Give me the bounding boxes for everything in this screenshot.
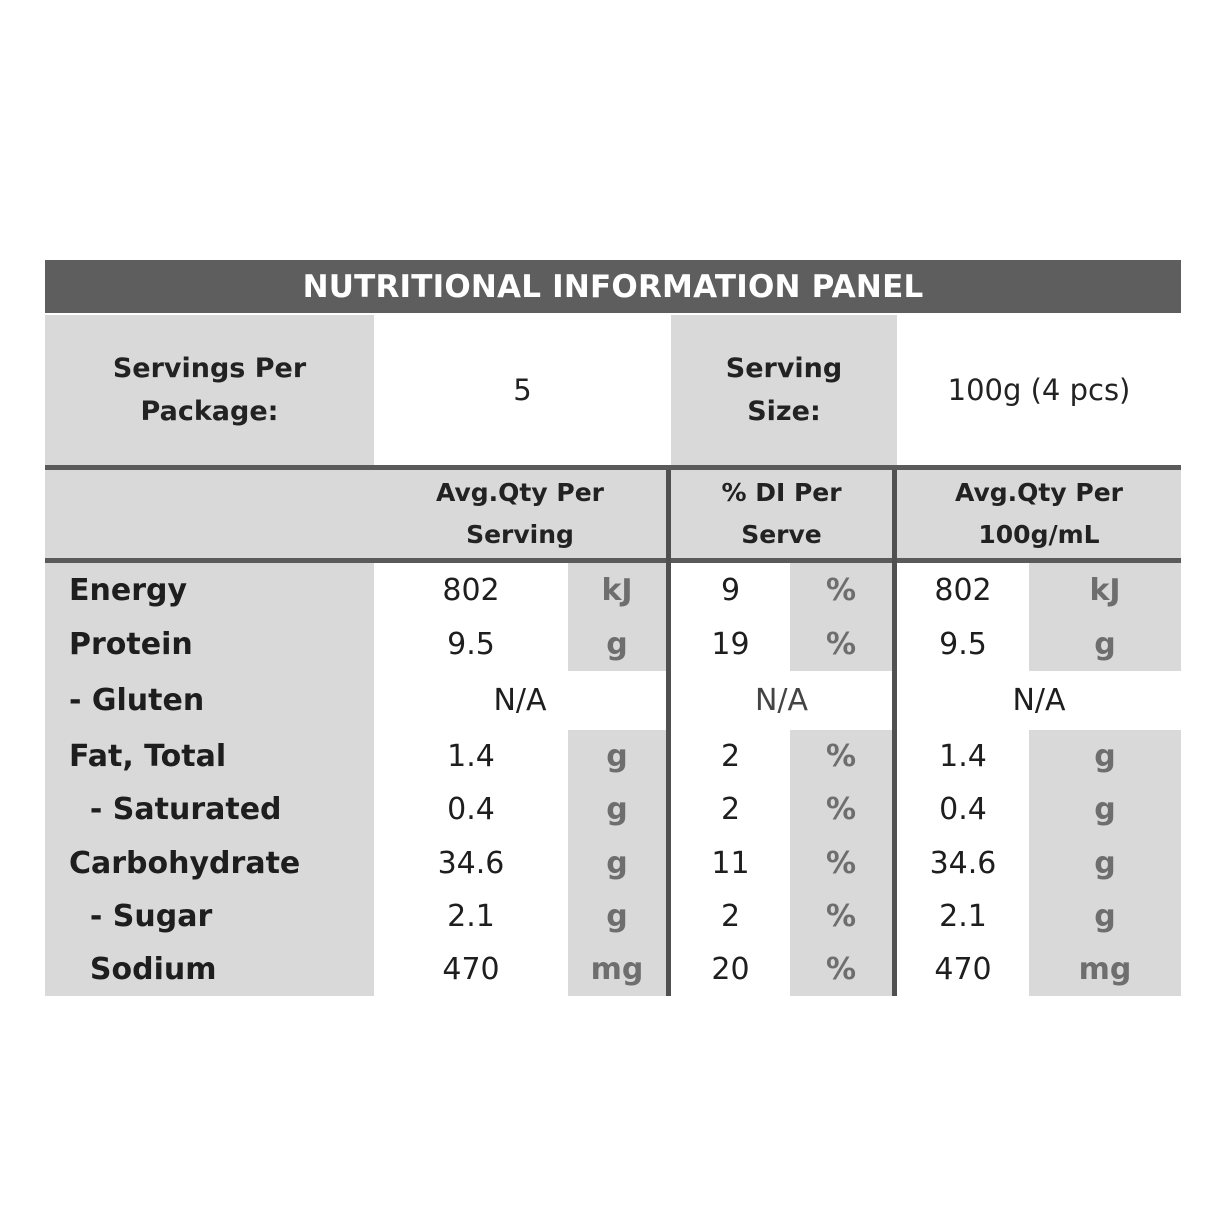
per-100-unit: g	[1094, 739, 1116, 774]
per-100-value: N/A	[1012, 683, 1066, 718]
di-value: N/A	[754, 683, 809, 718]
di-value: 2	[720, 792, 741, 827]
per-100-value: 470	[934, 952, 992, 987]
column-header-band	[45, 470, 1181, 558]
per-serving-unit: g	[606, 792, 628, 827]
per-serving-unit: g	[606, 739, 628, 774]
servings-per-package-label: Servings Per Package:	[45, 315, 374, 465]
nutrient-name: Protein	[69, 626, 193, 662]
serve-unit-bg-a	[568, 563, 666, 671]
per-100-unit: g	[1094, 845, 1116, 881]
per-100-unit: g	[1094, 792, 1116, 827]
panel-title: NUTRITIONAL INFORMATION PANEL	[45, 260, 1181, 313]
nutrient-name: Fat, Total	[69, 739, 227, 774]
nutrient-name: Carbohydrate	[69, 845, 301, 881]
vertical-divider-1	[666, 470, 671, 996]
di-unit: %	[825, 739, 857, 774]
nutrient-name-column-bg	[45, 563, 374, 996]
nutrient-name: - Saturated	[69, 792, 282, 827]
column-header-per-serving-line2: Serving	[466, 520, 574, 549]
nutrition-panel: NUTRITIONAL INFORMATION PANEL Servings P…	[45, 260, 1181, 996]
per-serving-unit: kJ	[601, 572, 633, 608]
divider-bottom	[45, 558, 1181, 563]
serving-size-label-line1: Serving	[725, 352, 843, 384]
per-serving-unit: g	[606, 845, 628, 881]
per-100-value: 9.5	[939, 626, 987, 662]
vertical-divider-2	[892, 470, 897, 996]
di-unit: %	[825, 626, 857, 662]
per-100-unit: g	[1094, 626, 1116, 662]
per-serving-value: N/A	[493, 683, 547, 718]
per-100-value: 2.1	[939, 899, 987, 934]
per-100-value: 34.6	[929, 845, 997, 881]
di-value: 19	[711, 626, 750, 662]
per100-unit-bg-a	[1029, 563, 1181, 671]
per-serving-value: 0.4	[447, 792, 495, 827]
di-value: 11	[711, 845, 750, 881]
per-serving-value: 1.4	[447, 739, 495, 774]
di-unit-bg-b	[790, 730, 892, 996]
nutrient-name: - Gluten	[69, 683, 205, 718]
column-header-per-serving: Avg.Qty Per Serving	[374, 470, 666, 558]
divider-top	[45, 465, 1181, 470]
per-serving-value: 470	[442, 952, 500, 987]
column-header-di-line1: % DI Per	[721, 477, 842, 507]
per-100-unit: g	[1094, 899, 1116, 934]
servings-per-package-label-line1: Servings Per	[112, 352, 307, 384]
per-serving-unit: g	[606, 626, 628, 662]
per-100-value: 802	[934, 572, 992, 608]
per-100-value: 1.4	[939, 739, 987, 774]
per-serving-value: 34.6	[437, 845, 505, 881]
per-serving-unit: g	[606, 899, 628, 934]
di-value: 2	[720, 739, 741, 774]
per-serving-value: 2.1	[447, 899, 495, 934]
di-value: 20	[711, 952, 750, 987]
column-header-per-100-line1: Avg.Qty Per	[955, 477, 1123, 507]
serving-size-label: Serving Size:	[671, 315, 897, 465]
di-value: 2	[720, 899, 741, 934]
serving-size-value: 100g (4 pcs)	[897, 315, 1181, 465]
di-unit: %	[825, 572, 857, 608]
di-value: 9	[720, 572, 741, 608]
di-unit: %	[825, 952, 857, 987]
column-header-per-100-line2: 100g/mL	[978, 520, 1100, 549]
per100-unit-bg-b	[1029, 730, 1181, 996]
di-unit: %	[825, 845, 857, 881]
per-100-unit: mg	[1078, 952, 1132, 987]
nutrient-name: Energy	[69, 572, 188, 608]
nutrient-name: Sodium	[69, 952, 217, 987]
di-unit-bg-a	[790, 563, 892, 671]
column-header-di: % DI Per Serve	[671, 470, 892, 558]
column-header-per-100: Avg.Qty Per 100g/mL	[897, 470, 1181, 558]
servings-per-package-value: 5	[374, 315, 671, 465]
column-header-per-serving-line1: Avg.Qty Per	[436, 477, 604, 507]
per-serving-value: 802	[442, 572, 500, 608]
per-100-value: 0.4	[939, 792, 987, 827]
per-serving-unit: mg	[590, 952, 644, 987]
di-unit: %	[825, 899, 857, 934]
per-100-unit: kJ	[1089, 572, 1121, 608]
nutrient-name: - Sugar	[69, 899, 213, 934]
serving-size-label-line2: Size:	[747, 396, 821, 427]
per-serving-value: 9.5	[447, 626, 495, 662]
di-unit: %	[825, 792, 857, 827]
serve-unit-bg-b	[568, 730, 666, 996]
servings-per-package-label-line2: Package:	[140, 396, 279, 427]
column-header-di-line2: Serve	[741, 520, 822, 549]
